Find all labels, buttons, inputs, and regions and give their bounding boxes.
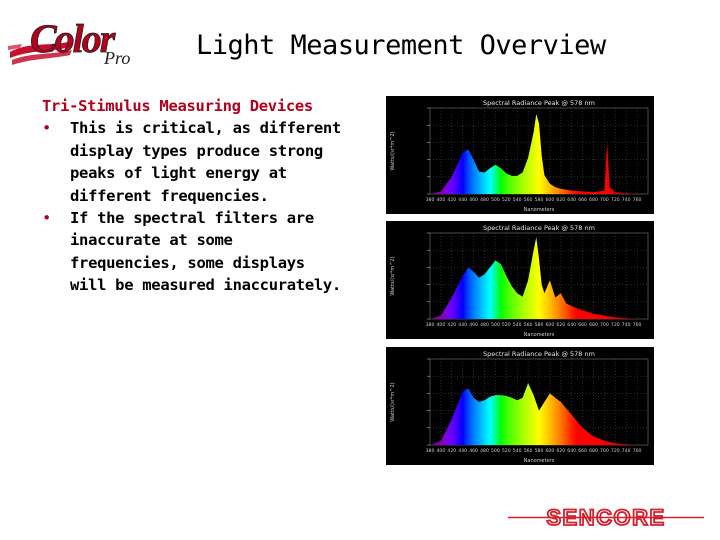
bullet-item: • This is critical, as different display… (42, 117, 347, 207)
x-tick-label: 460 (469, 197, 478, 203)
bullet-text: If the spectral filters are inaccurate a… (70, 209, 341, 295)
x-tick-label: 600 (546, 197, 555, 203)
x-tick-label: 400 (437, 448, 446, 454)
x-tick-label: 540 (513, 322, 522, 328)
chart-title: Spectral Radiance Peak @ 578 nm (483, 350, 595, 358)
x-tick-label: 720 (611, 448, 620, 454)
x-tick-label: 500 (491, 322, 500, 328)
spectrum-chart-2: 380 400 420 440 460 480 500 520 540 560 580 600 620 6… (386, 221, 654, 339)
x-tick-label: 380 (426, 197, 435, 203)
x-tick-label: 420 (447, 197, 456, 203)
x-tick-label: 420 (447, 322, 456, 328)
spectrum-area (430, 237, 648, 319)
spectrum-area (430, 114, 648, 194)
x-tick-label: 440 (458, 197, 467, 203)
x-tick-label: 540 (513, 197, 522, 203)
sencore-logo: SENCORE (508, 505, 704, 530)
x-tick-label: 520 (502, 322, 511, 328)
x-tick-label: 700 (600, 197, 609, 203)
x-tick-label: 540 (513, 448, 522, 454)
spectrum-chart-1: 380 400 420 440 460 480 500 520 540 560 580 600 620 6… (386, 96, 654, 214)
x-tick-label: 440 (458, 448, 467, 454)
x-tick-label: 520 (502, 197, 511, 203)
x-tick-label: 760 (633, 448, 642, 454)
x-tick-label: 740 (622, 322, 631, 328)
x-tick-label: 640 (567, 197, 576, 203)
x-tick-label: 480 (480, 322, 489, 328)
x-tick-label: 660 (578, 448, 587, 454)
x-tick-label: 600 (546, 448, 555, 454)
x-tick-label: 480 (480, 448, 489, 454)
x-tick-label: 680 (589, 322, 598, 328)
bullet-dot-icon: • (42, 209, 52, 228)
x-tick-label: 420 (447, 448, 456, 454)
x-tick-label: 460 (469, 322, 478, 328)
x-tick-label: 620 (556, 322, 565, 328)
bullet-dot-icon: • (42, 119, 52, 138)
logo-sub-text: Pro (103, 48, 130, 68)
x-tick-label: 700 (600, 448, 609, 454)
x-tick-label: 580 (535, 197, 544, 203)
bullet-text: This is critical, as different display t… (70, 119, 341, 205)
x-tick-label: 520 (502, 448, 511, 454)
x-tick-label: 560 (524, 322, 533, 328)
spectrum-area (430, 383, 648, 445)
y-axis-label: Watts/(sr*m^2) (390, 382, 396, 421)
content-heading: Tri-Stimulus Measuring Devices (42, 97, 313, 115)
x-axis-label: Nanometers (524, 458, 555, 464)
x-tick-label: 400 (437, 322, 446, 328)
x-tick-label: 560 (524, 197, 533, 203)
x-tick-label: 640 (567, 448, 576, 454)
bullet-item: • If the spectral filters are inaccurate… (42, 207, 347, 297)
x-tick-label: 400 (437, 197, 446, 203)
x-tick-label: 440 (458, 322, 467, 328)
x-tick-label: 500 (491, 448, 500, 454)
x-tick-label: 640 (567, 322, 576, 328)
x-tick-label: 740 (622, 197, 631, 203)
chart-title: Spectral Radiance Peak @ 578 nm (483, 99, 595, 107)
x-tick-label: 600 (546, 322, 555, 328)
logo-main-text: Color (30, 16, 116, 61)
x-tick-label: 560 (524, 448, 533, 454)
x-tick-label: 620 (556, 197, 565, 203)
x-tick-label: 500 (491, 197, 500, 203)
x-tick-label: 480 (480, 197, 489, 203)
chart-title: Spectral Radiance Peak @ 578 nm (483, 224, 595, 232)
spectrum-plot: 380 400 420 440 460 480 500 520 540 560 580 600 620 6… (390, 350, 649, 464)
logo-swoosh-icon (8, 42, 72, 65)
x-tick-label: 700 (600, 322, 609, 328)
x-tick-label: 680 (589, 197, 598, 203)
x-tick-label: 760 (633, 197, 642, 203)
x-tick-label: 760 (633, 322, 642, 328)
x-tick-label: 720 (611, 197, 620, 203)
y-axis-label: Watts/(sr*m^2) (390, 131, 396, 170)
x-axis-label: Nanometers (524, 332, 555, 338)
x-tick-label: 620 (556, 448, 565, 454)
x-tick-label: 660 (578, 197, 587, 203)
spectrum-chart-3: 380 400 420 440 460 480 500 520 540 560 580 600 620 6… (386, 347, 654, 465)
slide-title: Light Measurement Overview (196, 30, 606, 61)
x-tick-label: 720 (611, 322, 620, 328)
x-tick-label: 740 (622, 448, 631, 454)
x-tick-label: 660 (578, 322, 587, 328)
y-axis-label: Watts/(sr*m^2) (390, 256, 396, 295)
colorpro-logo: Color Pro (8, 16, 130, 68)
x-tick-label: 580 (535, 322, 544, 328)
spectrum-plot: 380 400 420 440 460 480 500 520 540 560 580 600 620 6… (390, 99, 649, 213)
x-tick-label: 380 (426, 448, 435, 454)
spectrum-plot: 380 400 420 440 460 480 500 520 540 560 580 600 620 6… (390, 224, 649, 338)
slide-content: Tri-Stimulus Measuring Devices • This is… (42, 95, 347, 297)
x-axis-label: Nanometers (524, 207, 555, 213)
x-tick-label: 460 (469, 448, 478, 454)
x-tick-label: 380 (426, 322, 435, 328)
x-tick-label: 580 (535, 448, 544, 454)
x-tick-label: 680 (589, 448, 598, 454)
